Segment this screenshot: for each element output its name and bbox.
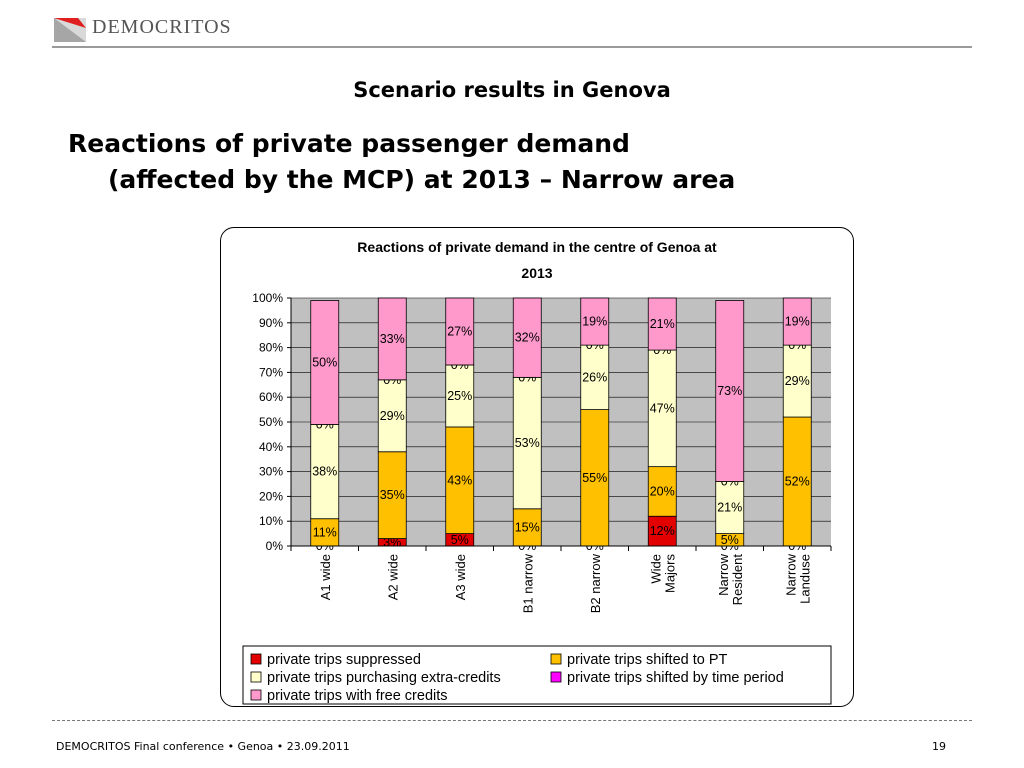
bar-segment: [512, 376, 542, 510]
legend-label: private trips suppressed: [267, 652, 421, 668]
stacked-bar-chart: Reactions of private demand in the centr…: [242, 239, 832, 705]
header-divider: [52, 46, 972, 48]
data-label: 29%: [785, 374, 810, 388]
democritos-logo: [54, 18, 86, 42]
bar-segment: [580, 409, 610, 547]
y-tick-label: 50%: [259, 415, 283, 429]
x-tick-label: Majors: [662, 554, 677, 594]
x-tick-label: Landuse: [797, 554, 812, 604]
chart-title-line-2: 2013: [521, 265, 552, 281]
legend-swatch: [250, 671, 262, 683]
legend-label: private trips shifted by time period: [567, 670, 784, 686]
data-label: 11%: [313, 525, 337, 539]
bar-segment: [715, 300, 745, 482]
x-tick-label: Narrow: [783, 553, 798, 596]
legend-swatch: [550, 653, 562, 665]
data-label: 52%: [785, 475, 810, 489]
legend-swatch: [550, 671, 562, 683]
data-label: 25%: [447, 389, 472, 403]
y-tick-label: 30%: [259, 465, 283, 479]
legend-label: private trips with free credits: [267, 688, 448, 704]
bar-segment: [445, 297, 475, 366]
data-label: 38%: [312, 465, 337, 479]
data-label: 19%: [785, 315, 810, 329]
x-tick-label: Narrow: [716, 553, 731, 596]
page-number: 19: [932, 740, 946, 753]
data-label: 50%: [312, 355, 337, 369]
y-tick-label: 100%: [252, 291, 283, 305]
x-tick-label: Wide: [648, 554, 663, 584]
legend-label: private trips purchasing extra-credits: [267, 670, 501, 686]
data-label: 19%: [582, 315, 607, 329]
bar-segment: [377, 451, 407, 539]
footer-text: DEMOCRITOS Final conference • Genoa • 23…: [56, 740, 350, 753]
data-label: 5%: [451, 533, 469, 547]
data-label: 47%: [650, 401, 675, 415]
y-tick-label: 70%: [259, 365, 283, 379]
bar-segment: [512, 297, 542, 378]
slide-headline: Reactions of private passenger demand (a…: [68, 126, 735, 198]
data-label: 73%: [717, 384, 742, 398]
bar-segment: [377, 297, 407, 381]
footer-divider: [52, 720, 972, 721]
data-label: 26%: [582, 370, 607, 384]
x-tick-label: B2 narrow: [588, 553, 603, 613]
data-label: 55%: [582, 471, 607, 485]
legend-swatch: [250, 653, 262, 665]
y-tick-label: 20%: [259, 489, 283, 503]
data-label: 43%: [447, 473, 472, 487]
data-label: 29%: [380, 409, 405, 423]
data-label: 35%: [380, 488, 405, 502]
slide-subtitle: Scenario results in Genova: [353, 78, 671, 102]
x-tick-label: A3 wide: [453, 554, 468, 600]
chart-frame: Reactions of private demand in the centr…: [220, 227, 854, 707]
y-tick-label: 80%: [259, 341, 283, 355]
data-label: 5%: [721, 533, 739, 547]
headline-line-2: (affected by the MCP) at 2013 – Narrow a…: [108, 165, 736, 194]
data-label: 21%: [650, 317, 675, 331]
x-tick-label: A1 wide: [318, 554, 333, 600]
data-label: 53%: [515, 436, 540, 450]
legend-swatch: [250, 689, 262, 701]
bar-segment: [580, 344, 610, 411]
bar-segment: [377, 379, 407, 453]
bar-segment: [580, 297, 610, 346]
brand-name: DEMOCRITOS: [92, 16, 232, 38]
data-label: 12%: [650, 524, 675, 538]
y-tick-label: 40%: [259, 440, 283, 454]
bar-segment: [310, 424, 340, 520]
y-tick-label: 10%: [259, 514, 283, 528]
legend-label: private trips shifted to PT: [567, 652, 728, 668]
chart-title-line-1: Reactions of private demand in the centr…: [357, 239, 717, 255]
y-tick-label: 60%: [259, 390, 283, 404]
bar-segment: [715, 481, 745, 535]
y-tick-label: 0%: [266, 539, 284, 553]
bar-segment: [647, 466, 677, 517]
bar-segment: [310, 300, 340, 425]
data-label: 27%: [447, 324, 472, 338]
x-tick-label: B1 narrow: [520, 553, 535, 613]
legend-box: [242, 645, 832, 705]
data-label: 15%: [515, 520, 540, 534]
bar-segment: [512, 508, 542, 547]
bar-segment: [647, 297, 677, 351]
data-label: 21%: [717, 501, 742, 515]
data-label: 32%: [515, 331, 540, 345]
bar-segment: [782, 297, 812, 346]
data-label: 20%: [650, 484, 675, 498]
data-label: 33%: [380, 332, 405, 346]
y-tick-label: 90%: [259, 316, 283, 330]
headline-line-1: Reactions of private passenger demand: [68, 129, 630, 158]
x-tick-label: A2 wide: [385, 554, 400, 600]
x-tick-label: Resident: [730, 554, 745, 606]
bar-segment: [782, 344, 812, 418]
